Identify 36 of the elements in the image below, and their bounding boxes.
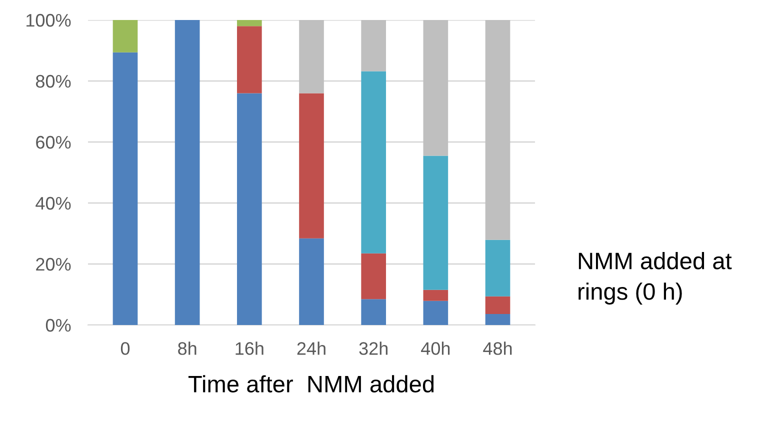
bar <box>361 71 386 254</box>
y-tick-label: 60% <box>36 136 71 149</box>
bar <box>423 156 448 290</box>
bar <box>112 20 138 52</box>
bar <box>485 314 510 325</box>
bar <box>423 300 448 325</box>
y-tick-label: 100% <box>26 14 71 27</box>
bar <box>485 240 510 296</box>
bar <box>299 238 324 325</box>
x-tick-label: 40h <box>421 342 450 355</box>
x-tick-label: 8h <box>178 342 196 355</box>
bar <box>299 93 324 238</box>
x-tick-label: 0 <box>120 342 130 355</box>
bar <box>112 52 138 325</box>
y-tick-label: 0% <box>46 318 71 332</box>
x-tick-label: 16h <box>236 342 264 355</box>
bar <box>237 93 262 325</box>
x-tick-label: 48h <box>483 342 512 355</box>
bar <box>485 296 510 314</box>
bar <box>299 20 324 94</box>
bar <box>423 290 448 301</box>
x-tick-label: 32h <box>359 342 388 355</box>
bar <box>174 20 200 325</box>
x-tick-label: 24h <box>297 342 326 355</box>
bar <box>485 20 510 240</box>
text: NMM added at rings (0 h) <box>578 252 732 305</box>
y-tick-label: 20% <box>36 258 71 271</box>
y-tick-label: 40% <box>36 196 71 210</box>
bar <box>423 20 448 156</box>
y-tick-label: 80% <box>36 74 71 88</box>
bar <box>361 20 386 72</box>
bar <box>361 253 386 300</box>
bar <box>237 20 262 26</box>
bar <box>237 26 262 94</box>
x-axis-title: Time after NMM added <box>188 375 434 393</box>
bar <box>361 299 386 325</box>
